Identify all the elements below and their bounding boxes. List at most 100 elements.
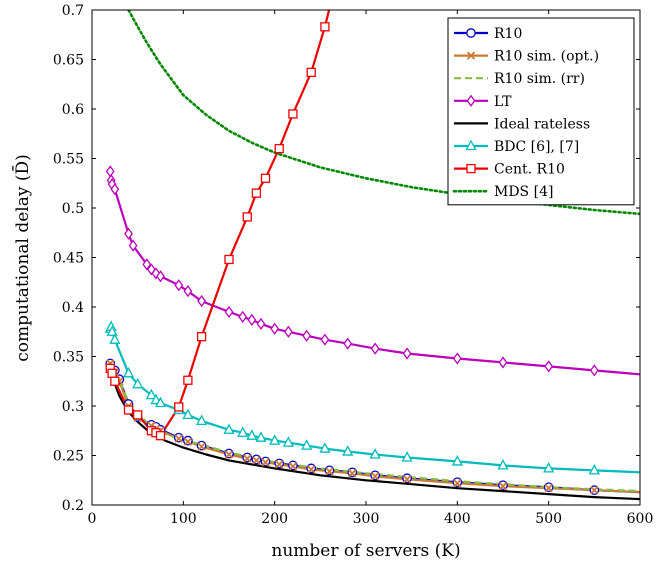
data-point: [288, 462, 298, 471]
data-point: [370, 472, 380, 481]
data-point: [142, 258, 152, 271]
data-point: [588, 463, 600, 475]
data-point: [252, 456, 261, 465]
data-point: [123, 405, 134, 415]
y-tick-label: 0.3: [62, 399, 84, 415]
x-tick-label: 200: [261, 511, 288, 527]
data-point: [182, 408, 194, 420]
data-point: [301, 439, 313, 450]
data-point: [498, 356, 508, 369]
data-point: [453, 479, 462, 488]
data-point: [238, 310, 248, 324]
data-point: [107, 368, 117, 378]
legend-marker-6: [466, 163, 476, 174]
data-point: [320, 333, 330, 346]
data-point: [343, 337, 353, 350]
data-point: [306, 67, 316, 78]
legend-marker-0: [466, 28, 476, 38]
data-point: [255, 431, 267, 442]
legend-marker-5: [465, 139, 477, 151]
legend-label-4: Ideal rateless: [494, 116, 590, 132]
data-point: [197, 294, 207, 308]
series-line-6: [109, 10, 331, 437]
data-point: [589, 364, 599, 377]
data-point: [242, 212, 252, 222]
y-tick-label: 0.65: [53, 53, 84, 69]
data-point: [543, 461, 555, 473]
legend: R10 R10 sim. (opt.) R10 sim. (rr) LT Ideal r…: [447, 17, 635, 206]
tick-layer: 0 100 200 300 400 500 600 0.2 0.25 0.3 0.35 0.4 0.45…: [53, 3, 654, 527]
data-point: [544, 360, 554, 373]
legend-label-2: R10 sim. (rr): [494, 71, 585, 87]
data-point: [224, 254, 234, 265]
data-point: [274, 143, 284, 154]
data-point: [288, 109, 298, 119]
legend-box: [447, 17, 635, 206]
legend-label-6: Cent. R10: [494, 162, 565, 178]
data-point: [497, 459, 509, 470]
data-point: [302, 329, 312, 342]
data-point: [183, 437, 193, 446]
data-point: [348, 469, 357, 478]
legend-label-0: R10: [494, 26, 522, 42]
data-point: [342, 445, 354, 456]
data-point: [261, 458, 270, 467]
data-point: [498, 482, 508, 491]
data-point: [155, 431, 166, 441]
data-point: [110, 376, 120, 386]
data-point: [106, 325, 118, 336]
data-point: [282, 436, 294, 447]
y-tick-label: 0.2: [62, 498, 84, 514]
x-tick-label: 0: [88, 511, 97, 527]
data-point: [402, 347, 412, 360]
data-point: [223, 423, 235, 434]
legend-label-7: MDS [4]: [494, 184, 553, 200]
legend-label-1: R10 sim. (opt.): [494, 49, 599, 65]
data-point: [128, 239, 138, 252]
data-point: [275, 460, 284, 469]
data-point: [247, 313, 257, 326]
data-point: [451, 455, 463, 466]
data-point: [224, 305, 234, 319]
data-point: [110, 183, 120, 196]
data-point: [132, 377, 144, 389]
data-point: [196, 414, 208, 426]
legend-marker-3: [466, 94, 476, 107]
y-tick-label: 0.5: [62, 201, 84, 217]
data-point: [105, 165, 115, 178]
series-markers-3: [105, 165, 599, 377]
legend-label-5: BDC [6], [7]: [494, 139, 579, 155]
data-point: [320, 22, 330, 32]
data-point: [246, 429, 258, 440]
data-point: [174, 434, 183, 443]
data-point: [401, 451, 413, 462]
data-point: [196, 332, 207, 342]
data-point: [544, 484, 553, 493]
x-tick-label: 300: [353, 511, 380, 527]
data-point: [283, 325, 293, 338]
data-point: [174, 279, 184, 292]
data-point: [156, 270, 165, 283]
data-point: [183, 375, 193, 385]
series-markers-6: [105, 22, 330, 441]
data-point: [154, 396, 167, 408]
y-tick-label: 0.6: [62, 102, 84, 118]
data-point: [402, 475, 412, 484]
x-tick-label: 400: [444, 511, 471, 527]
series-line-5: [109, 325, 640, 474]
y-tick-label: 0.55: [53, 152, 84, 168]
data-point: [256, 317, 266, 330]
data-point: [370, 342, 380, 355]
legend-label-3: LT: [494, 94, 512, 110]
data-point: [325, 467, 334, 476]
data-point: [197, 442, 206, 451]
data-point: [109, 333, 121, 344]
x-axis-label: number of servers (K): [271, 541, 460, 561]
y-tick-label: 0.7: [62, 3, 84, 19]
data-point: [237, 426, 249, 437]
data-point: [243, 454, 252, 463]
y-tick-label: 0.25: [53, 449, 84, 465]
data-point: [590, 486, 599, 495]
series-markers-1: [106, 359, 599, 495]
